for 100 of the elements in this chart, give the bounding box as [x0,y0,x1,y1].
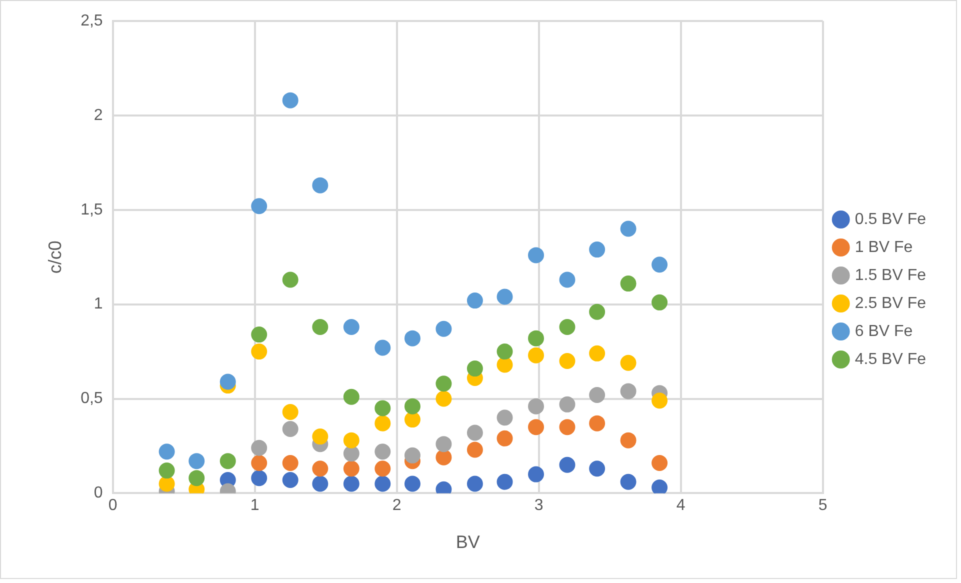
legend-label: 1 BV Fe [854,238,913,256]
legend-label: 6 BV Fe [854,322,913,340]
point [496,288,513,305]
point [466,360,483,377]
point [559,272,576,288]
point [282,420,298,437]
point [496,356,513,373]
x-tick-label: 1 [250,497,260,514]
point [528,398,544,414]
point [589,345,606,362]
point [251,470,268,486]
y-tick-label: 2,5 [80,12,103,30]
point [343,446,360,462]
y-tick-label: 2 [94,106,103,124]
point [652,392,668,409]
point [528,419,544,436]
point [589,460,606,477]
point [343,318,360,335]
point [282,92,298,108]
x-tick-label: 0 [108,497,118,514]
x-tick-label: 3 [534,497,544,514]
point [620,220,636,237]
point [436,376,452,392]
point [559,456,576,473]
point [374,476,391,492]
legend-label: 0.5 BV Fe [854,210,926,228]
legend-label: 4.5 BV Fe [854,350,926,368]
point [620,432,636,448]
point [620,474,636,490]
y-tick-label: 1 [94,296,103,313]
point [559,318,576,335]
y-tick-label: 1,5 [80,201,103,218]
point [528,466,544,482]
point [374,400,391,416]
point [312,476,328,492]
x-tick-label: 5 [818,497,828,514]
point [589,386,606,403]
point [312,428,328,445]
point [620,276,636,292]
point [436,390,452,407]
point [404,476,420,492]
point [343,460,360,477]
point [589,415,606,432]
point [251,454,268,471]
point [374,460,391,477]
x-tick-label: 2 [392,497,402,514]
point [436,320,452,337]
point [528,330,544,346]
point [282,272,298,288]
point [251,344,268,360]
point [652,256,668,273]
x-axis-title: BV [456,532,480,552]
point [589,304,606,320]
point [282,472,298,488]
legend-label: 2.5 BV Fe [854,294,926,312]
point [496,474,513,490]
point [374,340,391,356]
point [559,396,576,412]
point [466,442,483,458]
point [620,383,636,400]
point [436,449,452,466]
point [343,476,360,492]
point [188,453,205,470]
point [652,454,668,471]
point [282,404,298,420]
point [343,432,360,448]
point [589,242,606,258]
point [559,352,576,369]
point [652,294,668,310]
y-axis-title: c/c0 [44,240,65,274]
point [343,388,360,405]
point [528,247,544,264]
point [220,374,236,390]
point [251,326,268,343]
point [251,198,268,214]
y-tick-label: 0 [94,484,103,502]
point [188,470,205,486]
point [404,398,420,414]
point [466,476,483,492]
point [282,454,298,471]
point [158,476,175,492]
x-tick-label: 4 [676,497,686,514]
point [652,480,668,494]
point [158,462,175,479]
point [496,430,513,446]
point [374,415,391,432]
point [312,318,328,335]
legend-label: 1.5 BV Fe [854,266,926,284]
point [496,410,513,426]
point [404,412,420,428]
point [312,460,328,477]
point [559,419,576,436]
point [220,453,236,470]
y-tick-label: 0,5 [80,390,103,408]
point [158,444,175,460]
point [528,347,544,364]
point [620,354,636,371]
point [436,436,452,452]
point [466,292,483,309]
point [404,447,420,464]
